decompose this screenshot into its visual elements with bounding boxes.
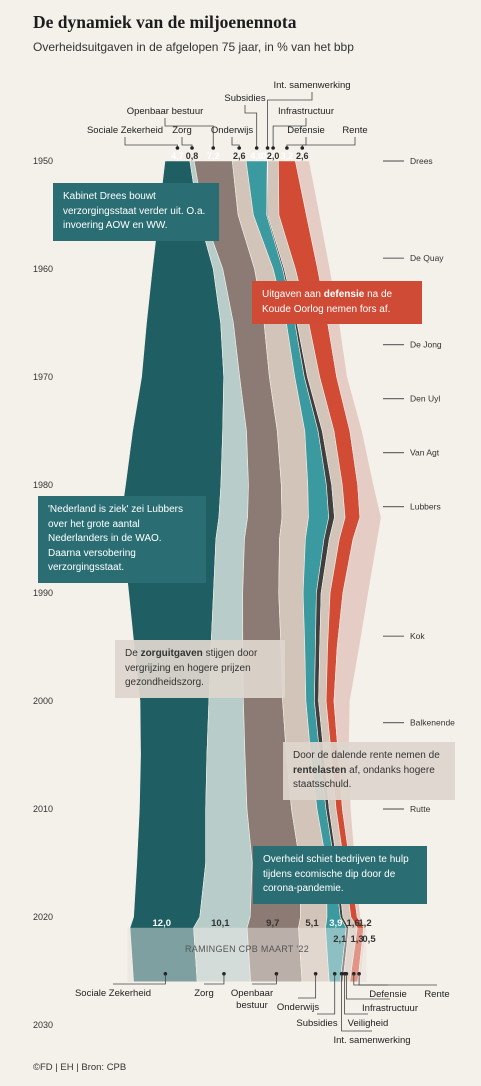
year-tick-2000: 2000	[33, 696, 53, 706]
bottom-label-openbaar-bestuur: bestuur	[236, 1000, 268, 1011]
top-label-defensie: Defensie	[287, 125, 325, 136]
chart-title: De dynamiek van de miljoenennota	[33, 12, 297, 32]
chart-subtitle: Overheidsuitgaven in de afgelopen 75 jaa…	[33, 40, 354, 54]
top-label-int-samenwerking: Int. samenwerking	[273, 80, 350, 91]
top-label-zorg: Zorg	[172, 125, 192, 136]
top-label-openbaar-bestuur: Openbaar bestuur	[127, 106, 204, 117]
value-1950-zorg: 0,8	[186, 151, 199, 161]
year-tick-2010: 2010	[33, 804, 53, 814]
leader-line	[345, 973, 390, 1000]
cabinet-van-agt: Van Agt	[410, 448, 440, 458]
band-rente	[295, 160, 382, 983]
year-tick-1970: 1970	[33, 372, 53, 382]
value-1950-rente: 2,6	[296, 151, 309, 161]
leader-dot	[271, 146, 275, 150]
cabinet-de-quay: De Quay	[410, 253, 444, 263]
value-1950-int-samenwerking: 0,1	[261, 151, 274, 161]
value-2021-openbaar-bestuur: 9,7	[266, 918, 279, 929]
value-1950-openbaar-bestuur: 7,2	[207, 151, 220, 161]
leader-dot	[285, 146, 289, 150]
top-label-rente: Rente	[342, 125, 367, 136]
cabinet-den-uyl: Den Uyl	[410, 394, 440, 404]
leader-line	[358, 973, 437, 986]
leader-line	[267, 92, 313, 148]
value-1950-infrastructuur: 2,0	[267, 151, 280, 161]
value-2021-lower-infrastructuur: 1,3	[350, 934, 363, 945]
leader-line	[301, 137, 356, 148]
cabinet-lubbers: Lubbers	[410, 502, 441, 512]
bottom-label-infrastructuur: Infrastructuur	[362, 1003, 418, 1014]
leader-line	[181, 137, 193, 148]
annotation-zorg: De zorguitgaven stijgen door vergrijzing…	[115, 640, 285, 698]
value-2021-rente: 1,2	[358, 918, 371, 929]
value-2021-sociale-zekerheid: 12,0	[153, 918, 172, 929]
leader-line	[113, 973, 166, 985]
annotation-drees: Kabinet Drees bouwt verzorgingsstaat ver…	[53, 183, 219, 241]
year-tick-2030: 2030	[33, 1020, 53, 1030]
bottom-label-zorg: Zorg	[194, 988, 214, 999]
leader-line	[298, 973, 317, 999]
year-tick-1960: 1960	[33, 264, 53, 274]
leader-line	[317, 973, 336, 1015]
value-2021-onderwijs: 5,1	[305, 918, 319, 929]
bottom-label-int-samenwerking: Int. samenwerking	[333, 1035, 410, 1046]
leader-dot	[211, 146, 216, 150]
value-1950-onderwijs: 2,6	[233, 151, 246, 161]
leader-line	[286, 137, 307, 148]
leader-dot	[175, 146, 180, 150]
bottom-label-rente: Rente	[424, 989, 449, 1000]
leader-line	[124, 137, 178, 148]
leader-dot	[265, 146, 270, 150]
value-2021-subsidies: 3,9	[329, 918, 342, 929]
leader-line	[204, 973, 225, 985]
value-2021-lower-subsidies: 2,1	[333, 934, 347, 945]
leader-line	[341, 973, 372, 1032]
top-label-sociale-zekerheid: Sociale Zekerheid	[87, 125, 163, 136]
top-label-subsidies: Subsidies	[224, 93, 265, 104]
cabinet-kok: Kok	[410, 631, 425, 641]
cabinet-de-jong: De Jong	[410, 340, 442, 350]
bottom-label-onderwijs: Onderwijs	[277, 1002, 319, 1013]
year-tick-2020: 2020	[33, 912, 53, 922]
cabinet-drees: Drees	[410, 156, 433, 166]
year-tick-1990: 1990	[33, 588, 53, 598]
source-note: ©FD | EH | Bron: CPB	[33, 1062, 127, 1073]
value-1950-sociale-zekerheid: 4,7	[171, 151, 184, 161]
cabinet-balkenende: Balkenende	[410, 718, 455, 728]
year-tick-1950: 1950	[33, 156, 53, 166]
leader-line	[231, 137, 240, 148]
leader-line	[272, 118, 307, 148]
leader-dot	[254, 146, 259, 150]
year-tick-1980: 1980	[33, 480, 53, 490]
leader-line	[344, 973, 368, 1015]
annotation-lubbers: 'Nederland is ziek' zei Lubbers over het…	[38, 496, 206, 583]
value-2021-lower-rente: 0,5	[362, 934, 376, 945]
leader-line	[164, 118, 214, 148]
leader-line	[244, 105, 258, 148]
forecast-label: RAMINGEN CPB MAART '22	[185, 944, 309, 954]
leader-dot	[190, 146, 194, 150]
leader-line	[252, 973, 277, 985]
cabinet-rutte: Rutte	[410, 804, 431, 814]
top-label-infrastructuur: Infrastructuur	[278, 106, 334, 117]
top-label-onderwijs: Onderwijs	[211, 125, 253, 136]
forecast-veil	[127, 927, 367, 982]
annotation-corona: Overheid schiet bedrijven te hulp tijden…	[253, 846, 427, 904]
leader-dot	[237, 146, 241, 150]
bottom-label-defensie: Defensie	[369, 989, 407, 1000]
value-2021-infrastructuur: 1,6	[346, 918, 359, 929]
annotation-rente: Door de dalende rente nemen de rentelast…	[283, 742, 455, 800]
bottom-label-openbaar-bestuur: Openbaar	[231, 988, 273, 999]
bottom-label-subsidies: Subsidies	[296, 1018, 337, 1029]
value-2021-zorg: 10,1	[211, 918, 230, 929]
leader-dot	[300, 146, 305, 150]
annotation-defensie: Uitgaven aan defensie na de Koude Oorlog…	[252, 281, 422, 324]
bottom-label-veiligheid: Veiligheid	[348, 1018, 389, 1029]
value-1950-subsidies: 4,0	[250, 151, 263, 161]
value-1950-defensie: 3,2	[281, 151, 294, 161]
bottom-label-sociale-zekerheid: Sociale Zekerheid	[75, 988, 151, 999]
